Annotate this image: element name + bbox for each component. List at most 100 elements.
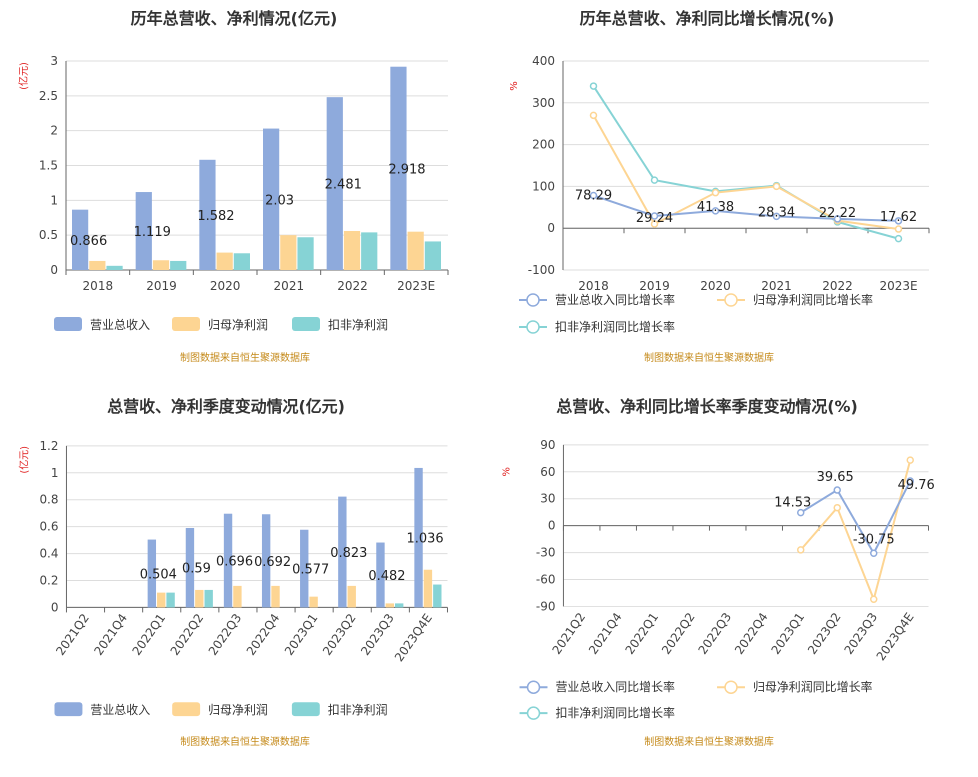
legend-marker (724, 293, 738, 307)
bar-revenue (199, 159, 216, 270)
legend-marker (526, 706, 541, 720)
data-point (796, 508, 805, 517)
y-tick-label: 30 (540, 492, 555, 506)
source-note: 制图数据来自恒生聚源数据库 (180, 351, 310, 364)
data-point (833, 503, 841, 512)
data-label: 0.696 (216, 555, 253, 570)
x-tick-label: 2022Q3 (695, 610, 734, 657)
bar-net-profit (347, 585, 356, 608)
data-label: 0.692 (254, 555, 291, 570)
data-label: 39.65 (817, 470, 854, 485)
data-label: 0.577 (292, 563, 329, 578)
data-point (650, 220, 659, 228)
bar-revenue (72, 209, 89, 270)
legend-label: 营业总收入 (90, 318, 150, 332)
y-tick-label: 1 (51, 466, 59, 480)
x-tick-label: 2022Q3 (206, 611, 245, 658)
bar-revenue (263, 128, 280, 270)
y-tick-label: 200 (532, 138, 555, 152)
data-point (772, 182, 781, 191)
y-tick-label: 60 (540, 465, 555, 479)
series-line-revenue (800, 480, 912, 556)
y-tick-label: 0 (50, 263, 58, 277)
data-point (589, 191, 598, 200)
bar-net-profit (423, 569, 433, 608)
y-tick-label: 3 (50, 54, 58, 68)
y-unit-label: (亿元) (17, 62, 30, 90)
data-label: 1.119 (134, 225, 171, 240)
x-tick-label: 2018 (83, 279, 114, 293)
legend-label: 扣非净利润 (328, 703, 388, 717)
y-tick-label: 100 (532, 179, 555, 193)
bar-deducted (395, 603, 404, 608)
bar-revenue (185, 527, 195, 608)
series-line-net-profit (799, 459, 912, 603)
y-tick-label: -60 (536, 572, 556, 586)
bar-net-profit (195, 589, 204, 608)
series-line-revenue (593, 194, 899, 222)
y-tick-label: 0.8 (39, 493, 58, 507)
data-point (869, 595, 878, 603)
data-label: 0.866 (70, 234, 107, 249)
y-tick-label: 0.5 (39, 228, 58, 242)
data-point (833, 215, 842, 223)
y-tick-label: 0.6 (39, 520, 58, 534)
y-tick-label: 90 (540, 438, 555, 452)
bar-deducted (204, 589, 213, 608)
bar-deducted (361, 232, 378, 270)
y-tick-label: 0 (51, 600, 59, 614)
legend-marker (526, 680, 541, 694)
bar-deducted (166, 592, 175, 608)
bar-net-profit (152, 260, 170, 270)
x-tick-label: 2023Q2 (320, 611, 359, 658)
x-tick-label: 2023Q2 (805, 610, 844, 657)
data-point (906, 477, 914, 485)
quarterly-growth-chart: 总营收、净利同比增长率季度变动情况(%)% -90 -60 -30 0 30 60 90 202… (502, 397, 935, 748)
series-line-deducted (592, 85, 899, 240)
bar-revenue (326, 97, 343, 270)
legend-label: 归母净利润同比增长率 (753, 679, 873, 694)
y-tick-label: 0.4 (39, 547, 58, 561)
y-unit-label: (亿元) (18, 446, 31, 474)
x-tick-label: 2021Q4 (91, 611, 130, 658)
y-tick-label: 0.2 (39, 573, 58, 587)
x-tick-label: 2023Q1 (282, 611, 321, 658)
bar-deducted (433, 584, 442, 608)
source-note: 制图数据来自恒生聚源数据库 (644, 351, 774, 364)
bar-revenue (338, 496, 347, 608)
bar-deducted (233, 253, 250, 270)
x-tick-label: 2023Q1 (768, 610, 807, 657)
bar-net-profit (216, 252, 233, 270)
y-tick-label: 1.5 (39, 159, 58, 173)
y-tick-label: 0 (547, 221, 555, 235)
bar-deducted (424, 241, 441, 270)
data-point (796, 546, 805, 554)
x-tick-label: 2023E (397, 279, 435, 293)
data-label: 17.62 (880, 210, 917, 225)
x-tick-label: 2022 (337, 279, 368, 293)
data-point (869, 549, 878, 557)
x-tick-label: 2021Q2 (53, 611, 92, 658)
legend-swatch (292, 317, 320, 331)
data-label: 2.481 (325, 178, 362, 193)
data-label: 1.036 (406, 532, 443, 547)
data-label: 0.59 (182, 562, 211, 577)
bar-net-profit (280, 235, 297, 270)
x-tick-label: 2023E (879, 279, 917, 293)
bar-revenue (300, 529, 309, 608)
data-point (906, 456, 914, 464)
bar-net-profit (157, 592, 166, 608)
y-tick-label: 1 (50, 193, 58, 207)
y-unit-label: % (502, 467, 513, 476)
bar-revenue (376, 542, 385, 608)
data-label: 78.29 (575, 188, 612, 203)
x-tick-label: 2021Q4 (586, 610, 625, 657)
data-point (589, 82, 598, 90)
bar-deducted (106, 265, 123, 270)
x-tick-label: 2020 (210, 279, 241, 293)
bar-net-profit (271, 585, 280, 608)
bar-deducted (170, 260, 187, 270)
y-tick-label: 1.2 (39, 439, 58, 453)
x-tick-label: 2021 (274, 279, 305, 293)
